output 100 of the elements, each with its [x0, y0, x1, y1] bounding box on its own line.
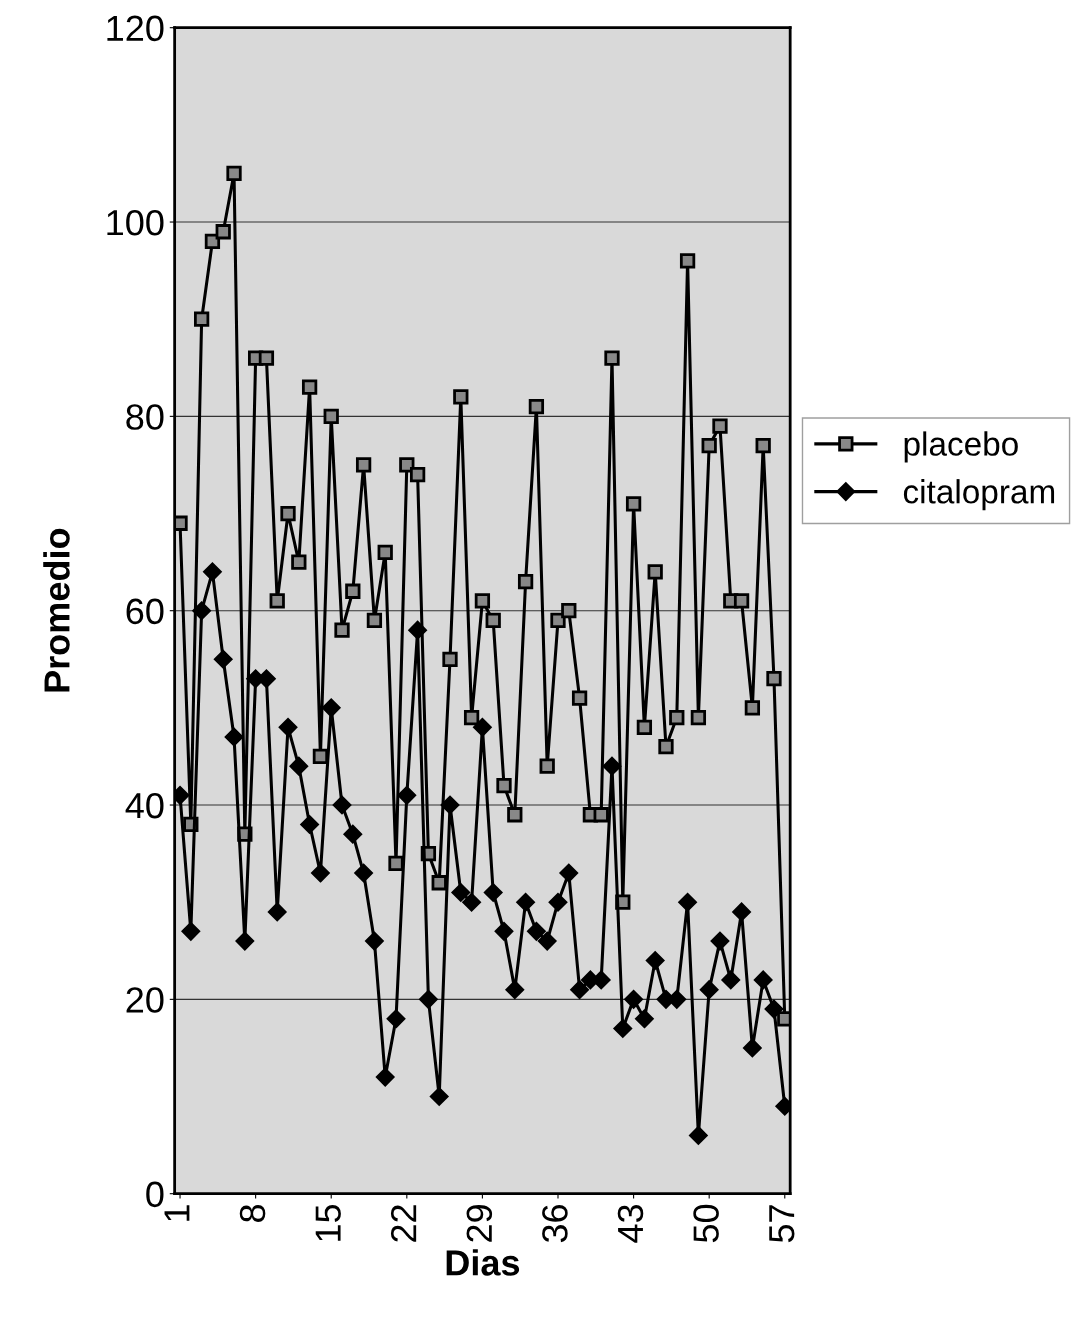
- y-axis-title: Promedio: [43, 528, 70, 692]
- y-tick-label: 80: [126, 404, 164, 430]
- x-tick-label: 1: [164, 1205, 190, 1221]
- legend-label: placebo: [904, 431, 1018, 463]
- x-tick-label: 36: [542, 1205, 568, 1243]
- point: [203, 562, 222, 582]
- point: [399, 457, 415, 473]
- x-tick-label: 8: [239, 1204, 266, 1222]
- point: [409, 467, 426, 483]
- point: [733, 593, 750, 609]
- point: [570, 980, 589, 999]
- point: [755, 437, 771, 454]
- point: [332, 795, 352, 815]
- point: [732, 902, 751, 922]
- point: [224, 727, 244, 747]
- point: [483, 883, 503, 902]
- point: [527, 922, 546, 941]
- point: [291, 554, 307, 570]
- point: [226, 165, 242, 182]
- point: [386, 1009, 406, 1029]
- point: [429, 1087, 449, 1106]
- point: [278, 718, 298, 737]
- point: [474, 593, 491, 609]
- point: [764, 999, 784, 1019]
- point: [192, 601, 211, 620]
- point: [505, 980, 525, 999]
- point: [624, 990, 643, 1009]
- point: [559, 863, 579, 883]
- point: [321, 698, 341, 718]
- point: [548, 892, 568, 912]
- point: [235, 931, 255, 951]
- point: [517, 573, 534, 590]
- point: [721, 970, 741, 990]
- x-axis-title: Dias: [446, 1249, 520, 1276]
- point: [311, 863, 330, 883]
- point: [689, 1126, 708, 1145]
- point: [496, 777, 512, 794]
- point: [267, 902, 287, 922]
- point: [289, 756, 309, 776]
- point: [174, 515, 188, 531]
- point: [473, 718, 492, 737]
- point: [453, 389, 469, 405]
- point: [699, 980, 719, 999]
- point: [753, 970, 773, 990]
- point: [636, 719, 653, 735]
- point: [593, 807, 609, 823]
- point: [300, 815, 319, 834]
- point: [539, 758, 555, 774]
- point: [701, 437, 717, 454]
- point: [485, 612, 501, 629]
- point: [507, 807, 523, 823]
- point: [602, 756, 622, 776]
- x-tick-label: 29: [466, 1205, 493, 1242]
- point: [679, 253, 696, 269]
- point: [494, 922, 514, 941]
- point: [561, 603, 577, 619]
- y-tick-label: 0: [146, 1181, 164, 1208]
- point: [645, 951, 665, 970]
- point: [408, 620, 427, 640]
- point: [451, 883, 471, 902]
- point: [604, 350, 620, 366]
- x-tick-label: 50: [693, 1204, 719, 1243]
- point: [442, 651, 458, 667]
- point: [258, 350, 275, 366]
- point: [365, 931, 384, 951]
- point: [744, 700, 761, 716]
- point: [354, 863, 373, 883]
- point: [613, 1019, 633, 1038]
- point: [550, 612, 566, 629]
- point: [743, 1038, 762, 1058]
- point: [658, 739, 674, 755]
- point: [280, 505, 296, 522]
- point: [462, 892, 481, 912]
- point: [204, 233, 221, 250]
- point: [323, 408, 339, 424]
- point: [193, 311, 210, 327]
- y-tick-label: 60: [126, 598, 164, 625]
- point: [431, 875, 447, 891]
- point: [766, 671, 782, 687]
- x-tick-label: 57: [769, 1205, 795, 1243]
- point: [625, 496, 642, 512]
- point: [537, 931, 557, 951]
- y-tick-label: 40: [125, 792, 164, 819]
- y-tick-label: 20: [126, 987, 164, 1013]
- point: [440, 795, 460, 815]
- point: [647, 564, 663, 580]
- point: [334, 622, 350, 638]
- point: [712, 418, 728, 434]
- point: [528, 399, 545, 415]
- point: [463, 709, 480, 726]
- point: [678, 892, 697, 912]
- legend-label: citalopram: [903, 479, 1055, 511]
- point: [213, 650, 233, 669]
- x-tick-label: 22: [390, 1205, 417, 1242]
- y-tick-label: 100: [107, 209, 164, 236]
- point: [388, 855, 404, 871]
- x-tick-label: 43: [617, 1205, 644, 1243]
- point: [397, 786, 417, 805]
- point: [635, 1009, 654, 1029]
- point: [690, 709, 707, 726]
